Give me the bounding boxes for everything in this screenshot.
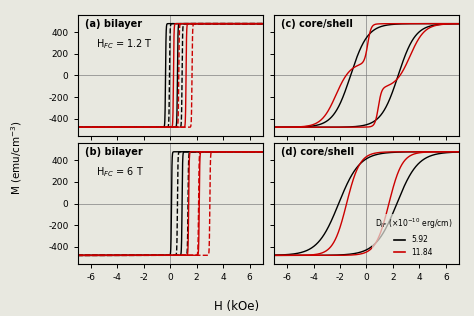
Text: M (emu/cm$^{-3}$): M (emu/cm$^{-3}$) bbox=[9, 121, 24, 195]
Text: (a) bilayer: (a) bilayer bbox=[85, 19, 142, 29]
Text: (b) bilayer: (b) bilayer bbox=[85, 147, 143, 157]
Text: (d) core/shell: (d) core/shell bbox=[281, 147, 355, 157]
Text: H$_{FC}$ = 6 T: H$_{FC}$ = 6 T bbox=[96, 165, 144, 179]
Text: H (kOe): H (kOe) bbox=[214, 300, 260, 313]
Text: H$_{FC}$ = 1.2 T: H$_{FC}$ = 1.2 T bbox=[96, 37, 153, 51]
Text: (c) core/shell: (c) core/shell bbox=[281, 19, 353, 29]
Legend: 5.92, 11.84: 5.92, 11.84 bbox=[372, 214, 455, 260]
